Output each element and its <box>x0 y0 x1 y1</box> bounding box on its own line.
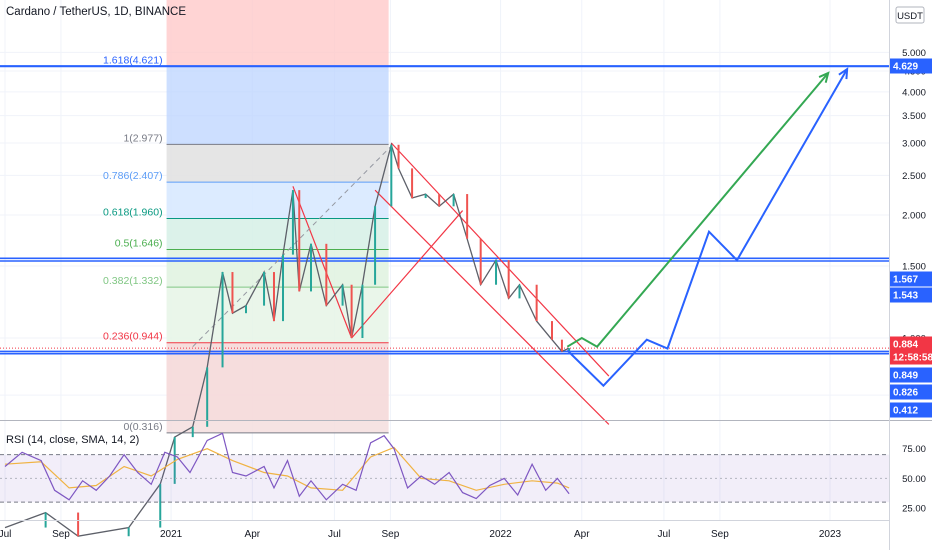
price-axis[interactable]: USDT 5.0004.5004.0003.5003.0002.5002.000… <box>889 0 932 550</box>
price-tag-2: 1.543 <box>893 291 918 302</box>
price-tag-bg-5 <box>890 367 932 383</box>
rsi-band <box>0 454 889 503</box>
price-tag-1: 1.567 <box>893 275 918 286</box>
price-tag-5: 0.849 <box>893 371 918 382</box>
price-tag-bg-3 <box>890 336 932 352</box>
fib-zone-4 <box>166 249 389 288</box>
price-tag-0: 4.629 <box>893 62 918 73</box>
time-label-1: Sep <box>52 529 70 540</box>
time-label-6: 2022 <box>489 529 512 540</box>
price-tick-5: 2.500 <box>902 171 926 182</box>
fib-zone-6 <box>166 342 389 433</box>
descending-channel <box>192 142 610 425</box>
chart-title: Cardano / TetherUS, 1D, BINANCE <box>6 6 186 18</box>
fib-zone-extension <box>166 66 389 145</box>
price-tag-bg-4 <box>890 349 932 365</box>
fib-zone-1 <box>166 144 389 183</box>
price-tick-6: 2.000 <box>902 210 926 221</box>
time-label-3: Apr <box>245 529 261 540</box>
price-tag-bg-0 <box>890 58 932 74</box>
horizontal-levels <box>0 65 889 355</box>
time-label-0: Jul <box>0 529 11 540</box>
time-label-10: 2023 <box>819 529 842 540</box>
currency-label: USDT <box>897 11 923 22</box>
fib-label-0: 1.618(4.621) <box>103 54 163 66</box>
price-tags: 4.629 1.567 1.543 0.884 12:58:58 0.849 0.826 0.… <box>890 58 932 418</box>
fib-label-7: 0(0.316) <box>123 421 162 433</box>
time-labels: Jul Sep 2021 Apr Jul Sep 2022 Apr Jul Sep 2023 <box>0 529 842 540</box>
price-tag-6: 0.826 <box>893 388 918 399</box>
rsi-line <box>4 432 570 501</box>
price-tick-3: 3.500 <box>902 111 926 122</box>
price-tick-4: 3.000 <box>902 138 926 149</box>
fib-label-2: 0.786(2.407) <box>103 170 163 182</box>
main-pane-background <box>0 0 889 420</box>
green-path-arrowhead <box>818 71 830 83</box>
channel-line-2 <box>292 186 353 339</box>
price-tag-7: 0.412 <box>893 406 918 417</box>
fib-label-6: 0.236(0.944) <box>103 331 163 343</box>
fib-zone-3 <box>166 218 389 250</box>
main-pane: 1.618(4.621) 1(2.977) 0.786(2.407) 0.618(1.… <box>0 0 889 537</box>
rsi-tick-0: 75.00 <box>902 444 926 455</box>
fib-label-4: 0.5(1.646) <box>115 238 163 250</box>
time-axis[interactable]: Jul Sep 2021 Apr Jul Sep 2022 Apr Jul Sep 2023 <box>0 520 889 541</box>
currency-badge[interactable] <box>895 6 925 24</box>
time-label-4: Jul <box>328 529 341 540</box>
fib-zone-top-red <box>166 0 389 67</box>
price-series <box>4 142 571 537</box>
price-tag-4: 12:58:58 <box>893 353 932 364</box>
price-tag-bg-2 <box>890 287 932 303</box>
fib-trend-line <box>192 145 392 348</box>
rsi-pane: RSI (14, close, SMA, 14, 2) <box>0 432 889 503</box>
price-tag-bg-6 <box>890 384 932 400</box>
green-path-line <box>566 72 829 348</box>
price-tick-0: 5.000 <box>902 48 926 59</box>
price-tag-bg-1 <box>890 271 932 287</box>
price-tag-bg-7 <box>890 402 932 418</box>
channel-line-0 <box>390 142 610 377</box>
time-label-2: 2021 <box>160 529 183 540</box>
rsi-tick-1: 50.00 <box>902 474 926 485</box>
rsi-ticks: 75.00 50.00 25.00 <box>902 444 926 514</box>
fib-label-5: 0.382(1.332) <box>103 275 163 287</box>
rsi-tick-2: 25.00 <box>902 504 926 515</box>
price-tag-3: 0.884 <box>893 340 918 351</box>
channel-line-3 <box>351 210 464 339</box>
projection-paths <box>566 67 849 388</box>
time-label-8: Jul <box>658 529 671 540</box>
time-label-5: Sep <box>382 529 400 540</box>
blue-path-line <box>566 68 848 388</box>
fib-zones <box>166 0 389 433</box>
price-tick-2: 4.000 <box>902 87 926 98</box>
rsi-label: RSI (14, close, SMA, 14, 2) <box>6 434 139 446</box>
channel-line-1 <box>374 189 610 425</box>
price-tick-7: 1.500 <box>902 262 926 273</box>
rsi-lines <box>4 432 570 501</box>
fib-zone-2 <box>166 182 389 219</box>
blue-path-arrowhead <box>838 67 849 80</box>
fib-label-1: 1(2.977) <box>123 132 162 144</box>
time-label-7: Apr <box>574 529 590 540</box>
price-line <box>4 142 570 537</box>
fib-label-3: 0.618(1.960) <box>103 207 163 219</box>
time-label-9: Sep <box>711 529 729 540</box>
